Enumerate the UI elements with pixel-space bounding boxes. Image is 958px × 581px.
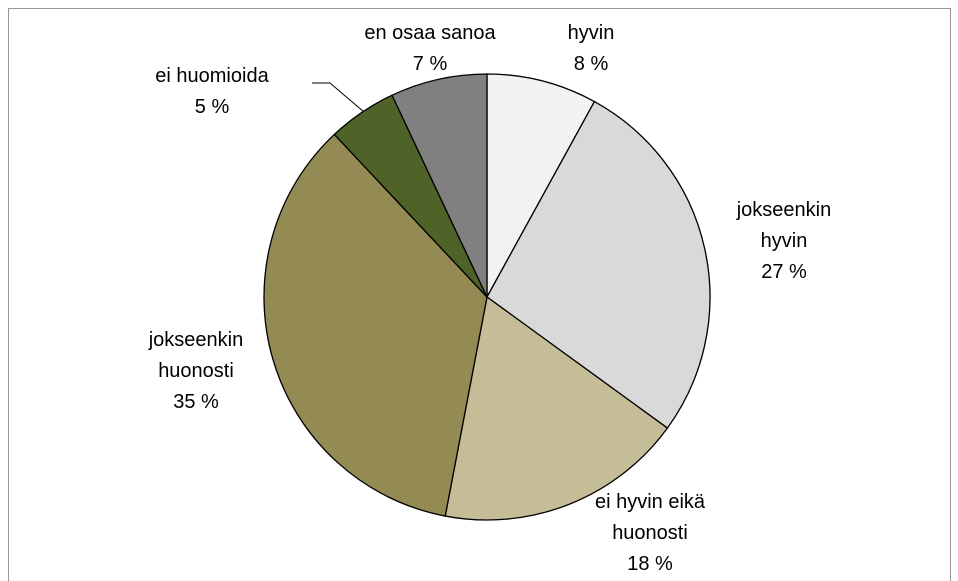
slice-label: ei hyvin eikä huonosti	[594, 491, 706, 544]
slice-label: jokseenkin huonosti	[148, 329, 244, 382]
value-label: 35 %	[173, 391, 219, 413]
chart-frame	[8, 8, 951, 581]
value-label: 27 %	[761, 261, 807, 283]
pie-slice	[486, 100, 711, 429]
slice-label: ei huomioida	[155, 65, 269, 87]
slice-label: jokseenkin hyvin	[736, 199, 832, 252]
pie-slice	[486, 73, 596, 298]
slice-label: hyvin	[567, 22, 615, 44]
value-label: 5 %	[194, 96, 230, 118]
slice-label: en osaa sanoa	[364, 22, 496, 44]
value-label: 7 %	[412, 53, 448, 75]
leader-line	[312, 82, 365, 113]
value-label: 8 %	[573, 53, 609, 75]
pie-slice	[444, 295, 669, 521]
value-label: 18 %	[627, 553, 673, 575]
pie-slice	[263, 133, 488, 517]
pie-slice	[391, 73, 488, 298]
